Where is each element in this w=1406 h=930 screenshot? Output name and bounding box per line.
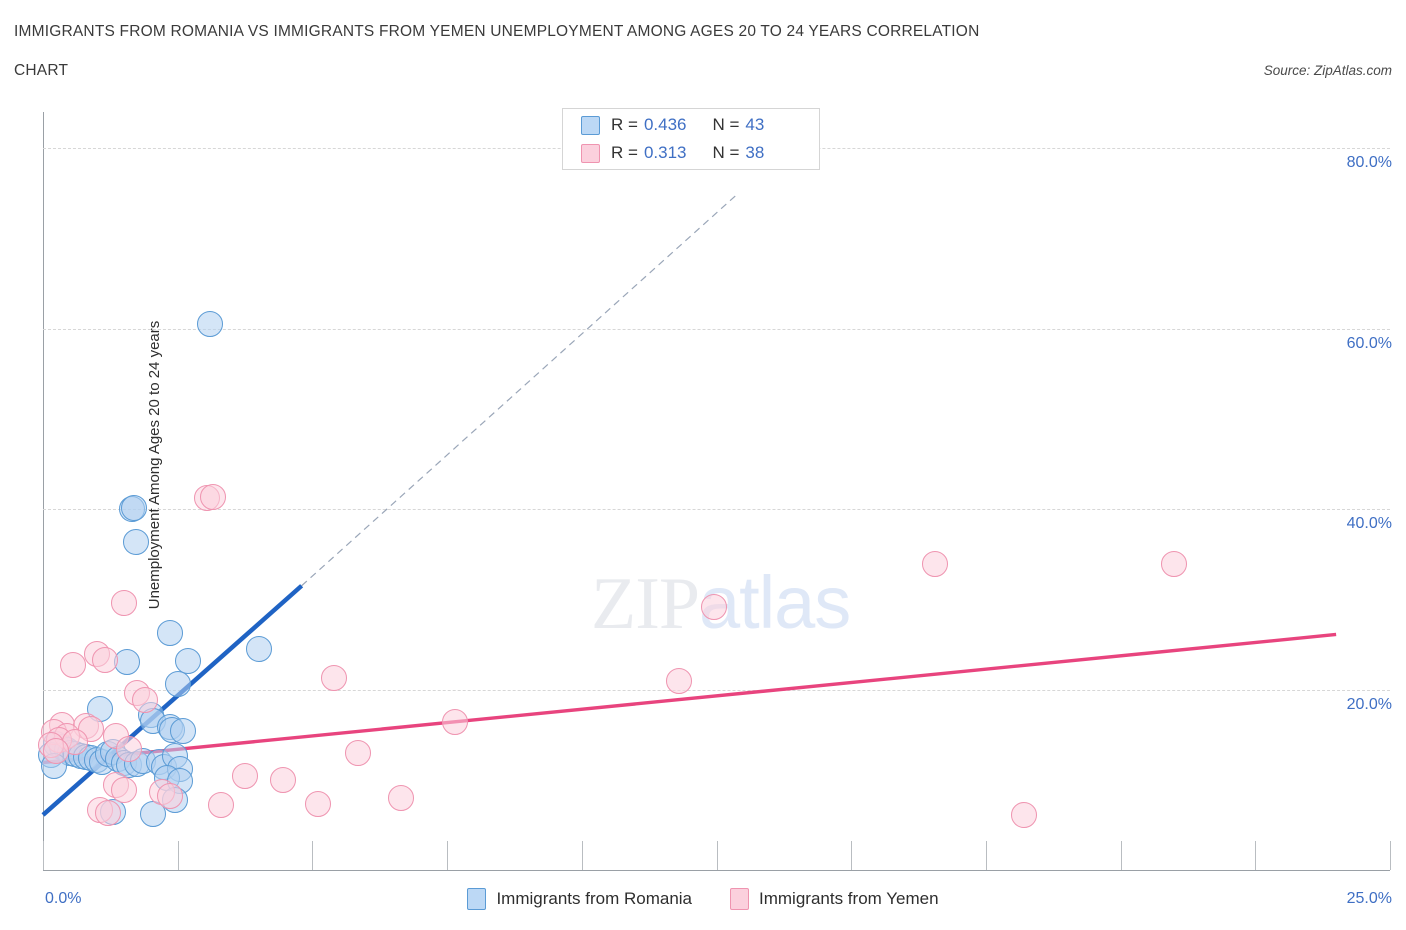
trend-line [42, 632, 1337, 765]
y-axis-tick-label: 40.0% [1346, 515, 1392, 533]
y-axis-line [43, 112, 44, 870]
stats-legend-row: R = 0.313 N = 38 [581, 139, 819, 167]
source-attribution: Source: ZipAtlas.com [1263, 63, 1392, 78]
n-label: N = [712, 115, 740, 134]
r-label: R = [611, 115, 638, 134]
x-axis-line [43, 870, 1390, 871]
data-point [140, 801, 167, 828]
data-point [207, 792, 234, 819]
data-point [94, 800, 121, 827]
x-axis-tick [312, 841, 314, 870]
data-point [304, 791, 331, 818]
data-point [700, 593, 727, 620]
data-point [320, 664, 347, 691]
x-axis-tick [177, 841, 179, 870]
data-point [197, 311, 224, 338]
data-point [132, 687, 159, 714]
yemen-legend-swatch [730, 888, 750, 910]
yemen-swatch [581, 143, 600, 163]
r-value: 0.436 [643, 115, 687, 134]
data-point [170, 718, 197, 745]
chart-title-line-1: IMMIGRANTS FROM ROMANIA VS IMMIGRANTS FR… [14, 23, 980, 40]
y-axis-tick-label: 60.0% [1346, 334, 1392, 352]
x-axis-tick [43, 841, 44, 870]
plot-area: ZIPatlas [38, 112, 1390, 870]
data-point [388, 784, 415, 811]
data-point [442, 709, 469, 735]
r-value: 0.313 [643, 143, 687, 162]
trend-line [41, 584, 304, 817]
data-point [110, 589, 137, 616]
data-point [1010, 801, 1037, 828]
n-label: N = [712, 143, 740, 162]
data-point [199, 484, 226, 511]
gridline [43, 328, 1390, 330]
data-point [43, 737, 70, 764]
data-point [116, 736, 143, 763]
x-axis-tick [985, 841, 987, 870]
romania-legend-swatch [467, 888, 487, 910]
x-axis-tick [716, 841, 718, 870]
data-point [59, 652, 86, 679]
legend-item-romania[interactable]: Immigrants from Romania [467, 888, 692, 910]
data-point [113, 649, 140, 676]
data-point [156, 619, 183, 646]
x-axis-tick [581, 841, 583, 870]
gridline [43, 689, 1390, 691]
data-point [122, 529, 149, 556]
data-point [245, 635, 272, 662]
y-axis-tick-label: 20.0% [1346, 695, 1392, 713]
r-label: R = [611, 143, 638, 162]
data-point [269, 766, 296, 793]
series-legend: Immigrants from Romania Immigrants from Y… [0, 888, 1406, 910]
data-point [345, 739, 372, 766]
data-point [175, 647, 202, 674]
legend-label: Immigrants from Yemen [759, 889, 939, 908]
data-point [1161, 551, 1188, 578]
chart-title-line-2: CHART [14, 62, 69, 79]
legend-label: Immigrants from Romania [496, 889, 693, 908]
y-axis-tick-label: 80.0% [1346, 154, 1392, 172]
data-point [921, 551, 948, 578]
stats-legend-row: R = 0.436 N = 43 [581, 111, 819, 139]
data-point [110, 776, 137, 803]
data-point [232, 763, 259, 790]
trend-lines [41, 195, 1337, 817]
x-axis-tick [1120, 841, 1122, 870]
data-point [156, 783, 183, 809]
romania-swatch [581, 115, 600, 135]
stats-legend: R = 0.436 N = 43 R = 0.313 N = 38 [562, 108, 820, 170]
legend-item-yemen[interactable]: Immigrants from Yemen [730, 888, 939, 910]
data-point [665, 668, 692, 695]
x-axis-tick [447, 841, 449, 870]
gridline [43, 509, 1390, 511]
data-point [164, 671, 191, 698]
n-value: 38 [745, 143, 765, 162]
trend-line-extension [301, 195, 736, 587]
data-point [91, 646, 118, 673]
x-axis-max-label: 25.0% [1346, 890, 1392, 907]
x-axis-tick [1255, 841, 1257, 870]
data-point [120, 495, 147, 522]
x-axis-min-label: 0.0% [45, 890, 82, 907]
n-value: 43 [745, 115, 765, 134]
x-axis-tick [851, 841, 853, 870]
x-axis-tick [1390, 841, 1391, 870]
